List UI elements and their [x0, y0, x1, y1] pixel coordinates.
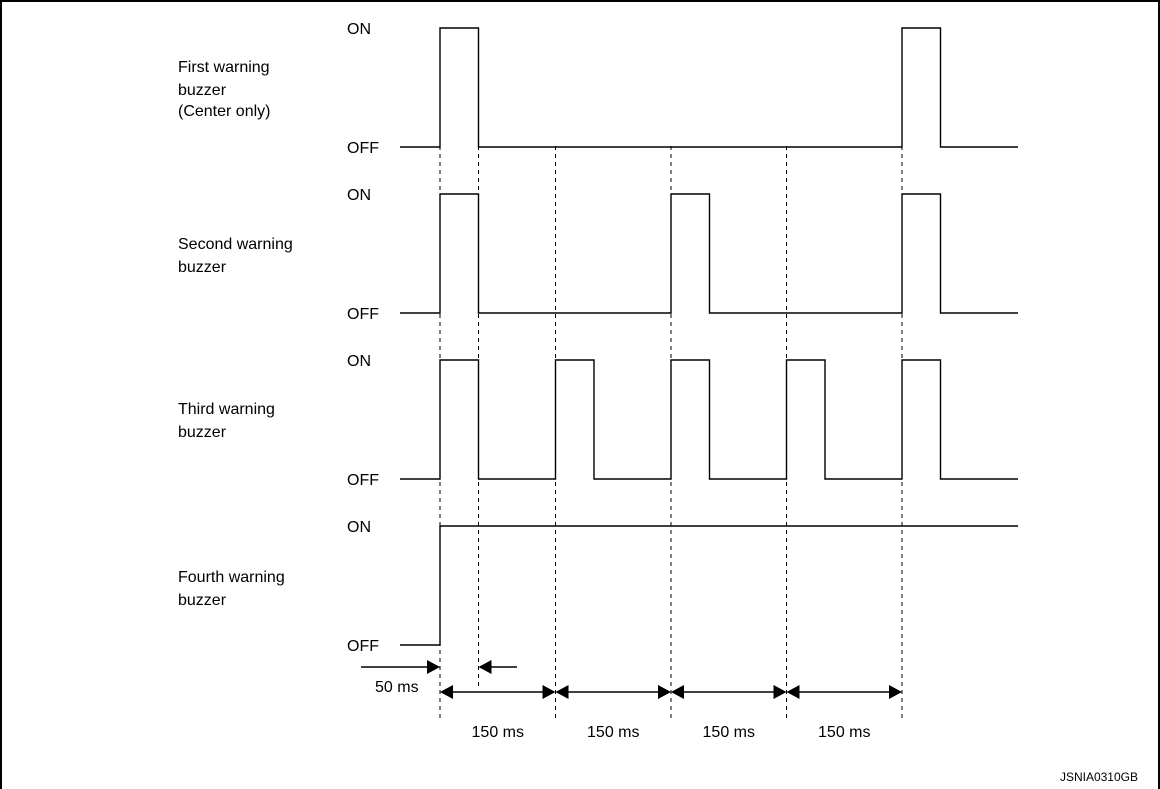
arrowhead [786, 685, 800, 699]
on-level-label: ON [347, 519, 371, 536]
period-label: 150 ms [818, 724, 870, 741]
off-level-label: OFF [347, 140, 379, 157]
buzzer-label-line: buzzer [178, 592, 227, 609]
buzzer-waveform [400, 525, 1018, 646]
buzzer-label-line: Second warning [178, 236, 293, 253]
period-label: 150 ms [703, 724, 755, 741]
arrowhead [773, 685, 787, 699]
buzzer-waveform [400, 193, 1018, 314]
buzzer-label-line: buzzer [178, 424, 227, 441]
buzzer-row-1: First warning buzzer (Center only) ON OFF [178, 21, 1018, 157]
on-level-label: ON [347, 187, 371, 204]
pulse-width-label: 50 ms [375, 679, 419, 696]
arrowhead [427, 660, 440, 674]
buzzer-label-line: buzzer [178, 259, 227, 276]
buzzer-row-2: Second warning buzzer ON OFF [178, 187, 1018, 323]
arrowhead [555, 685, 569, 699]
buzzer-label-line: First warning [178, 59, 270, 76]
arrowhead [889, 685, 902, 699]
buzzer-label-line: (Center only) [178, 103, 270, 120]
buzzer-row-4: Fourth warning buzzer ON OFF [178, 519, 1018, 655]
timing-annotations: 50 ms 150 ms 150 ms 150 ms 150 ms [361, 660, 902, 741]
period-label: 150 ms [472, 724, 524, 741]
on-level-label: ON [347, 21, 371, 38]
buzzer-row-3: Third warning buzzer ON OFF [178, 353, 1018, 489]
arrowhead [478, 660, 492, 674]
off-level-label: OFF [347, 638, 379, 655]
arrowhead [671, 685, 684, 699]
period-label: 150 ms [587, 724, 639, 741]
off-level-label: OFF [347, 472, 379, 489]
on-level-label: ON [347, 353, 371, 370]
off-level-label: OFF [347, 306, 379, 323]
arrowhead [542, 685, 556, 699]
buzzer-label-line: Fourth warning [178, 569, 285, 586]
buzzer-waveform [400, 359, 1018, 480]
arrowhead [658, 685, 671, 699]
buzzer-label-line: Third warning [178, 401, 275, 418]
figure-code: JSNIA0310GB [1060, 770, 1138, 784]
arrowhead [440, 685, 453, 699]
buzzer-waveform [400, 27, 1018, 148]
buzzer-label-line: buzzer [178, 82, 227, 99]
